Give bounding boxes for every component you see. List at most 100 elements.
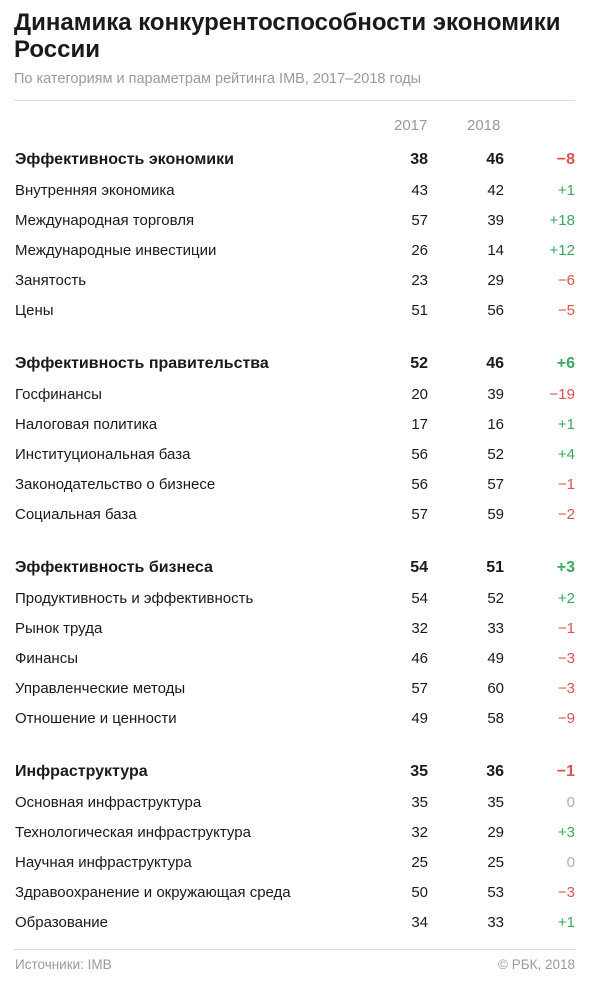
value-2018: 60: [487, 680, 504, 697]
table-row: Образование 34 33 +1: [0, 912, 590, 934]
value-2017: 26: [411, 242, 428, 259]
change-value: +1: [557, 416, 575, 433]
table-row: Основная инфраструктура 35 35 0: [0, 792, 590, 814]
parameter-name: Занятость: [15, 272, 87, 289]
value-2018: 49: [487, 650, 504, 667]
column-header-2017: 2017: [394, 117, 428, 134]
value-2017: 49: [411, 710, 428, 727]
table-row: Занятость 23 29 −6: [0, 270, 590, 292]
category-name: Эффективность бизнеса: [15, 559, 213, 576]
value-2018: 52: [487, 590, 504, 607]
parameter-name: Законодательство о бизнесе: [15, 476, 216, 493]
table-row: Отношение и ценности 49 58 −9: [0, 708, 590, 730]
value-2018: 33: [487, 914, 504, 931]
change-value: +1: [557, 914, 575, 931]
parameter-name: Международная торговля: [15, 212, 195, 229]
value-2018: 25: [487, 854, 504, 871]
value-2017: 23: [411, 272, 428, 289]
change-value: −3: [557, 680, 575, 697]
category-name: Инфраструктура: [15, 763, 148, 780]
bottom-divider: [14, 949, 575, 950]
page-title: Динамика конкурентоспособности экономики…: [14, 9, 561, 63]
value-2017: 38: [410, 151, 428, 168]
table-row: Международные инвестиции 26 14 +12: [0, 240, 590, 262]
value-2017: 57: [411, 506, 428, 523]
parameter-name: Цены: [15, 302, 54, 319]
table-row: Институциональная база 56 52 +4: [0, 444, 590, 466]
value-2018: 46: [486, 355, 504, 372]
value-2017: 35: [411, 794, 428, 811]
change-value: −1: [556, 763, 575, 780]
value-2018: 39: [487, 386, 504, 403]
change-value: −6: [557, 272, 575, 289]
table-row: Цены 51 56 −5: [0, 300, 590, 322]
change-value: −1: [557, 476, 575, 493]
value-2017: 54: [410, 559, 428, 576]
value-2017: 20: [411, 386, 428, 403]
value-2018: 56: [487, 302, 504, 319]
parameter-name: Управленческие методы: [15, 680, 186, 697]
change-value: 0: [566, 794, 575, 811]
parameter-name: Продуктивность и эффективность: [15, 590, 254, 607]
table-row: Международная торговля 57 39 +18: [0, 210, 590, 232]
change-value: +6: [556, 355, 575, 372]
parameter-name: Налоговая политика: [15, 416, 158, 433]
category-row: Инфраструктура 35 36 −1: [0, 761, 590, 783]
value-2018: 59: [487, 506, 504, 523]
parameter-name: Технологическая инфраструктура: [15, 824, 251, 841]
table-row: Технологическая инфраструктура 32 29 +3: [0, 822, 590, 844]
table-row: Управленческие методы 57 60 −3: [0, 678, 590, 700]
parameter-name: Здравоохранение и окружающая среда: [15, 884, 291, 901]
table-row: Законодательство о бизнесе 56 57 −1: [0, 474, 590, 496]
change-value: +18: [549, 212, 575, 229]
value-2017: 56: [411, 476, 428, 493]
value-2018: 52: [487, 446, 504, 463]
change-value: −19: [549, 386, 575, 403]
parameter-name: Отношение и ценности: [15, 710, 177, 727]
value-2017: 52: [410, 355, 428, 372]
table-row: Финансы 46 49 −3: [0, 648, 590, 670]
table-row: Социальная база 57 59 −2: [0, 504, 590, 526]
change-value: +3: [556, 559, 575, 576]
table-row: Рынок труда 32 33 −1: [0, 618, 590, 640]
value-2018: 14: [487, 242, 504, 259]
value-2018: 51: [486, 559, 504, 576]
table-row: Продуктивность и эффективность 54 52 +2: [0, 588, 590, 610]
change-value: −9: [557, 710, 575, 727]
value-2017: 43: [411, 182, 428, 199]
value-2018: 53: [487, 884, 504, 901]
value-2018: 58: [487, 710, 504, 727]
value-2018: 46: [486, 151, 504, 168]
value-2017: 51: [411, 302, 428, 319]
parameter-name: Финансы: [15, 650, 78, 667]
parameter-name: Институциональная база: [15, 446, 191, 463]
change-value: −2: [557, 506, 575, 523]
parameter-name: Внутренняя экономика: [15, 182, 175, 199]
value-2017: 34: [411, 914, 428, 931]
parameter-name: Образование: [15, 914, 108, 931]
change-value: 0: [566, 854, 575, 871]
change-value: +12: [549, 242, 575, 259]
column-header-2018: 2018: [467, 117, 501, 134]
table-row: Здравоохранение и окружающая среда 50 53 −3: [0, 882, 590, 904]
value-2017: 46: [411, 650, 428, 667]
copyright-note: © РБК, 2018: [498, 957, 575, 972]
source-note: Источники: IMB: [15, 957, 112, 972]
top-divider: [14, 100, 575, 101]
category-row: Эффективность бизнеса 54 51 +3: [0, 557, 590, 579]
change-value: −3: [557, 884, 575, 901]
change-value: −3: [557, 650, 575, 667]
table-row: Налоговая политика 17 16 +1: [0, 414, 590, 436]
change-value: +3: [557, 824, 575, 841]
value-2018: 57: [487, 476, 504, 493]
value-2017: 17: [411, 416, 428, 433]
category-name: Эффективность экономики: [15, 151, 234, 168]
parameter-name: Основная инфраструктура: [15, 794, 202, 811]
value-2018: 29: [487, 824, 504, 841]
parameter-name: Рынок труда: [15, 620, 103, 637]
value-2017: 32: [411, 824, 428, 841]
value-2017: 57: [411, 680, 428, 697]
value-2018: 39: [487, 212, 504, 229]
value-2017: 56: [411, 446, 428, 463]
value-2018: 16: [487, 416, 504, 433]
